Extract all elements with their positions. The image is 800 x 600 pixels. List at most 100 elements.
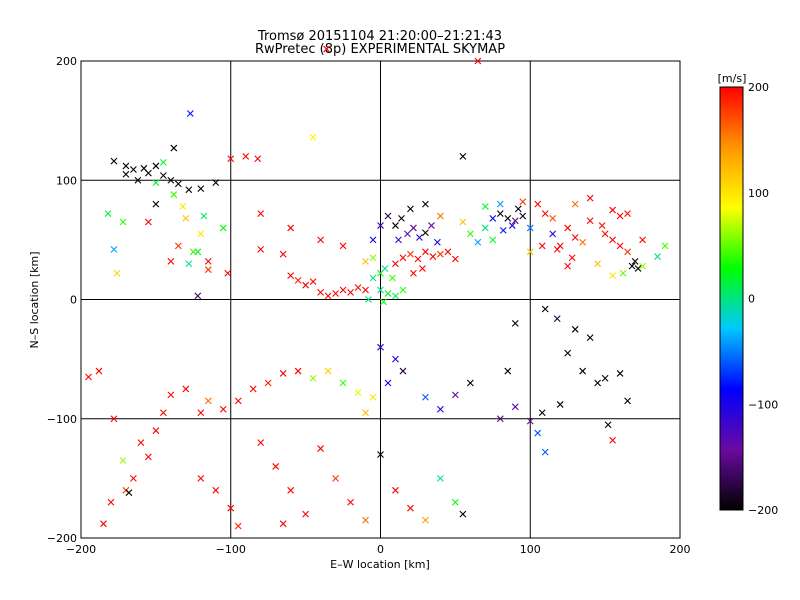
data-point-cross [624,210,631,218]
data-point-cross [377,451,384,458]
data-point-cross [122,162,130,170]
data-point-cross [224,269,232,277]
data-point-cross [170,191,178,198]
data-point-cross [85,373,92,381]
data-point-cross [526,248,534,256]
data-point-cross [392,222,399,229]
data-point-cross [392,486,399,494]
data-point-cross [661,242,669,250]
data-point-cross [204,397,212,405]
data-point-cross [167,176,175,184]
data-point-cross [104,210,112,218]
data-point-cross [586,217,594,225]
data-point-cross [434,238,441,246]
data-point-cross [134,176,142,184]
data-point-cross [541,305,549,313]
data-point-cross [302,510,310,518]
data-point-cross [362,516,369,524]
data-point-cross [526,224,534,232]
data-point-cross [212,179,220,187]
data-point-cross [654,253,661,260]
data-point-cross [369,393,377,401]
data-point-cross [616,242,624,250]
data-point-cross [496,415,504,423]
data-point-cross [634,265,642,272]
data-point-cross [451,498,459,506]
data-point-cross [257,246,265,253]
data-point-cross [287,272,295,280]
data-point-cross [125,489,133,497]
data-point-cross [167,257,175,265]
data-point-cross [429,253,437,260]
data-point-cross [234,397,242,405]
colorbar-tick-label: 0 [748,293,755,306]
data-point-cross [152,162,160,170]
data-point-cross [389,274,396,282]
data-point-cross [416,234,423,241]
data-point-cross [571,200,579,208]
data-point-cross [159,409,167,417]
data-point-cross [119,218,127,226]
data-point-cross [564,349,572,357]
data-point-cross [369,274,377,282]
data-point-cross [249,385,257,393]
y-tick-label: 100 [56,174,77,187]
data-point-cross [514,205,522,213]
data-point-cross [287,224,295,232]
data-point-cross [451,391,459,399]
data-point-cross [137,439,145,446]
data-point-cross [194,292,202,300]
data-point-cross [234,522,242,530]
data-point-cross [511,403,519,411]
data-point-cross [354,389,362,396]
data-point-cross [392,355,399,363]
data-point-cross [598,222,606,229]
data-point-cross [317,445,324,452]
data-point-cross [422,516,429,524]
data-point-cross [556,242,564,250]
data-point-cross [594,379,602,387]
data-point-cross [437,405,444,413]
chart-title: Tromsø 20151104 21:20:00–21:21:43 [257,29,502,44]
data-point-cross [152,427,160,435]
data-point-cross [279,370,287,377]
colorbar-tick-label: 100 [748,187,769,200]
data-point-cross [197,474,205,482]
data-point-cross [579,238,587,246]
data-point-cross [110,415,118,423]
colorbar-tick-label: −200 [748,504,778,517]
data-point-cross [604,421,612,429]
data-point-cross [534,429,542,437]
x-tick-labels: −200 −100 0 100 200 [66,543,691,556]
data-point-cross [384,379,392,387]
data-point-cross [227,504,235,512]
data-point-cross [609,436,617,444]
data-point-cross [354,284,362,291]
data-point-cross [399,367,407,375]
data-point-cross [519,212,527,220]
data-point-cross [189,248,197,256]
data-point-cross [519,198,527,206]
colorbar-tick-label: 200 [748,81,769,94]
data-point-cross [499,226,507,234]
data-point-cross [309,133,317,141]
data-point-cross [553,315,561,322]
y-tick-label: 0 [70,294,77,307]
data-point-cross [167,391,175,399]
x-tick-label: 100 [520,543,541,556]
data-point-cross [309,278,317,286]
data-point-cross [474,57,482,65]
data-point-cross [204,257,212,265]
data-point-cross [144,218,152,226]
data-point-cross [556,401,564,408]
data-point-cross [489,215,497,222]
data-point-cross [549,230,557,238]
data-points [85,45,669,530]
data-point-cross [404,230,411,238]
data-point-cross [119,457,127,464]
data-point-cross [419,265,426,272]
data-point-cross [428,222,435,229]
data-point-cross [339,379,347,387]
data-point-cross [564,262,572,270]
colorbar-tick-labels: 200 100 0 −100 −200 [748,81,778,517]
